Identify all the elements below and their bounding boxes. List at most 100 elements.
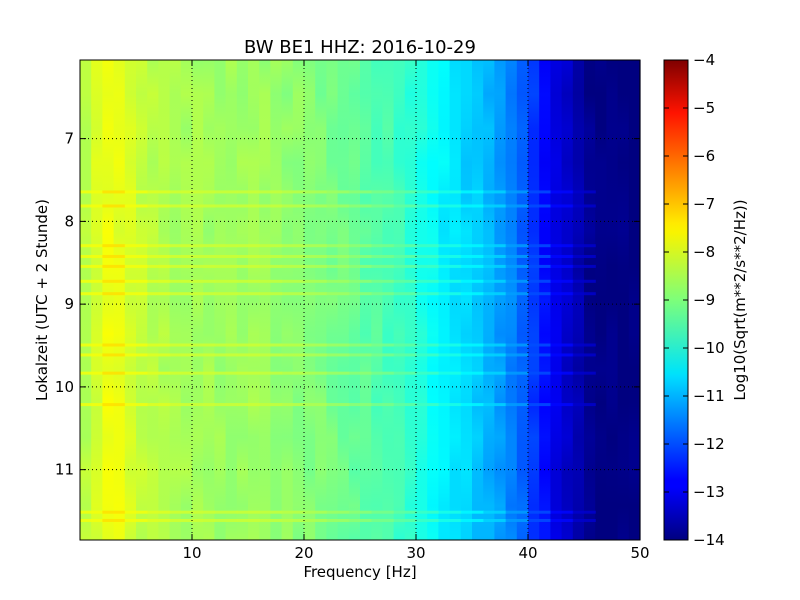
noise-band-segment <box>348 244 372 248</box>
noise-band-segment <box>550 292 574 296</box>
noise-band-segment <box>483 403 507 407</box>
noise-band-segment <box>214 190 238 194</box>
noise-band-segment <box>147 190 171 194</box>
noise-band-segment <box>326 343 350 347</box>
noise-band-segment <box>572 254 596 258</box>
noise-band-segment <box>102 353 126 357</box>
noise-band-segment <box>147 403 171 407</box>
noise-band-segment <box>326 190 350 194</box>
spectrum-strip <box>326 60 339 540</box>
plot-frame <box>79 59 641 541</box>
noise-band-segment <box>169 264 193 268</box>
noise-band-segment <box>169 510 193 514</box>
noise-band-segment <box>528 190 551 194</box>
noise-band-segment <box>259 510 283 514</box>
noise-band-segment <box>483 279 507 283</box>
noise-band-segment <box>80 279 103 283</box>
noise-band-segment <box>371 254 395 258</box>
noise-band-segment <box>169 343 193 347</box>
spectrum-strip <box>404 60 417 540</box>
spectrum-strip <box>460 60 473 540</box>
noise-band-segment <box>572 353 596 357</box>
colorbar-tick-label: −7 <box>693 195 715 213</box>
spectrum-strip <box>180 60 193 540</box>
noise-band-segment <box>572 190 596 194</box>
noise-band-segment <box>550 518 574 522</box>
chart-title: BW BE1 HHZ: 2016-10-29 <box>244 37 476 58</box>
spectrum-strip <box>147 60 159 540</box>
noise-band-segment <box>259 343 283 347</box>
noise-band-segment <box>550 264 574 268</box>
noise-band-segment <box>236 204 260 208</box>
noise-band-segment <box>80 343 103 347</box>
noise-band-segment <box>550 254 574 258</box>
noise-band-segment <box>483 518 507 522</box>
noise-band-segment <box>326 264 350 268</box>
noise-band-segment <box>416 371 439 375</box>
colorbar-tick-label: −14 <box>693 531 725 549</box>
noise-band-segment <box>259 518 283 522</box>
noise-band-segment <box>371 292 395 296</box>
noise-band-segment <box>259 204 283 208</box>
noise-band-segment <box>572 371 596 375</box>
spectrum-strip <box>572 60 585 540</box>
noise-band-segment <box>281 371 305 375</box>
noise-band-segment <box>214 254 238 258</box>
noise-band-segment <box>438 264 462 268</box>
noise-band-segment <box>371 190 395 194</box>
noise-band-segment <box>102 403 126 407</box>
x-tick-label: 50 <box>630 544 649 562</box>
noise-band-segment <box>550 371 574 375</box>
noise-band-segment <box>304 510 327 514</box>
noise-band-segment <box>348 343 372 347</box>
noise-band-segment <box>348 190 372 194</box>
noise-band-segment <box>259 403 283 407</box>
spectrum-strip <box>550 60 563 540</box>
noise-band-segment <box>124 244 148 248</box>
noise-band-segment <box>460 190 484 194</box>
noise-band-segment <box>214 264 238 268</box>
noise-band-segment <box>102 518 126 522</box>
noise-band-segment <box>326 353 350 357</box>
noise-band-segment <box>438 403 462 407</box>
noise-band-segment <box>236 353 260 357</box>
noise-band-segment <box>236 510 260 514</box>
noise-band-segment <box>371 518 395 522</box>
noise-band-segment <box>371 403 395 407</box>
noise-band-segment <box>124 371 148 375</box>
noise-band-segment <box>326 518 350 522</box>
noise-band-segment <box>505 518 529 522</box>
spectrum-strip <box>382 60 395 540</box>
noise-band-segment <box>438 204 462 208</box>
noise-band-segment <box>80 403 103 407</box>
spectrum-strip <box>281 60 294 540</box>
noise-band-segment <box>393 371 417 375</box>
noise-band-segment <box>371 244 395 248</box>
noise-band-segment <box>326 510 350 514</box>
noise-band-segment <box>236 371 260 375</box>
noise-band-segment <box>326 244 350 248</box>
noise-band-segment <box>326 279 350 283</box>
colorbar-tick-label: −9 <box>693 291 715 309</box>
noise-band-segment <box>192 510 215 514</box>
noise-band-segment <box>214 343 238 347</box>
noise-band-segment <box>505 353 529 357</box>
spectrum-strip <box>438 60 451 540</box>
noise-band-segment <box>281 244 305 248</box>
noise-band-segment <box>438 371 462 375</box>
noise-band-segment <box>169 204 193 208</box>
noise-band-segment <box>348 254 372 258</box>
noise-band-segment <box>550 510 574 514</box>
noise-band-segment <box>169 190 193 194</box>
noise-band-segment <box>528 518 551 522</box>
noise-band-segment <box>505 254 529 258</box>
noise-band-segment <box>505 264 529 268</box>
noise-band-segment <box>416 518 439 522</box>
x-axis-ticks: 10 20 30 40 50 <box>182 60 650 562</box>
noise-band-segment <box>236 343 260 347</box>
noise-band-segment <box>124 518 148 522</box>
noise-band-segment <box>528 371 551 375</box>
noise-band-segment <box>80 204 103 208</box>
noise-band-segment <box>169 353 193 357</box>
